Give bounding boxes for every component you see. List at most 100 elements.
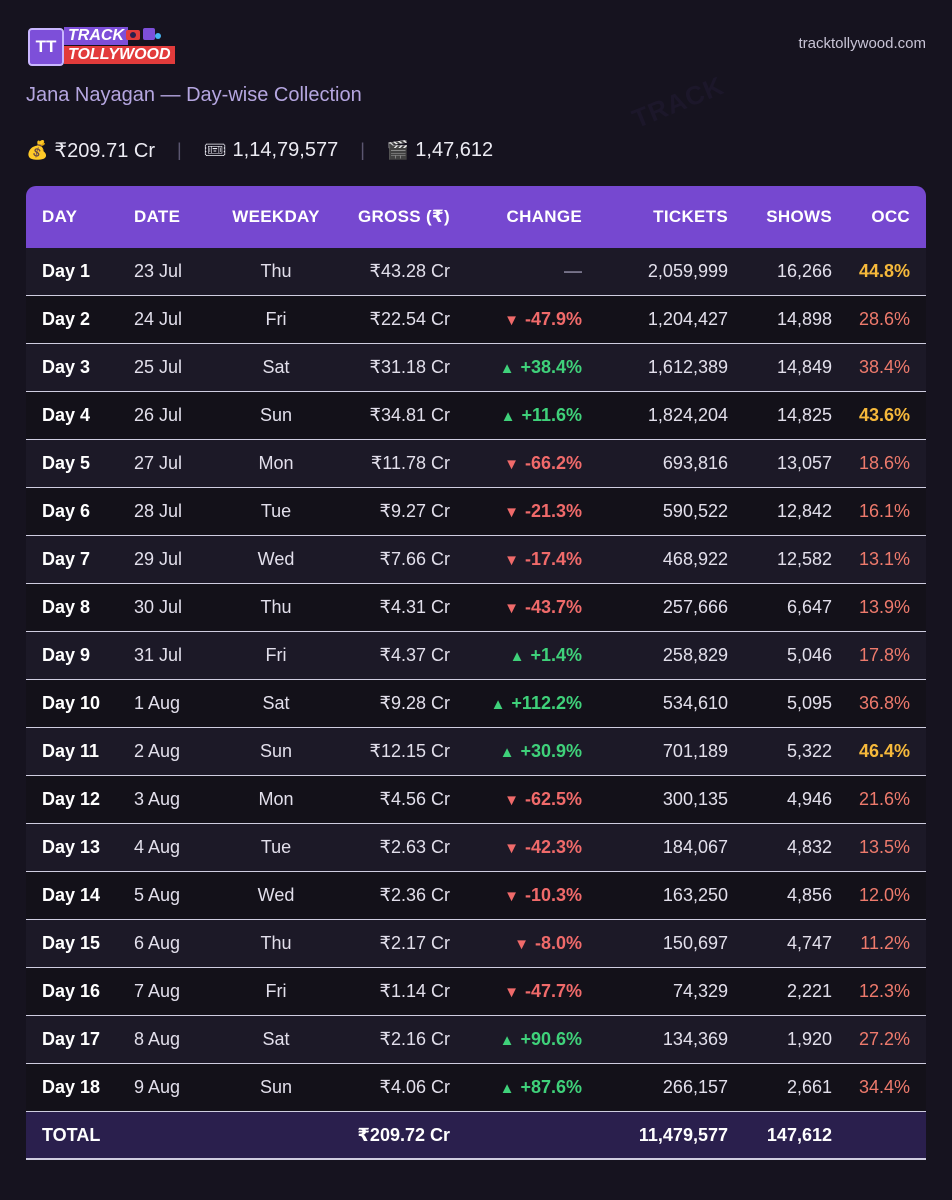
- row-occ: 27.2%: [836, 1015, 926, 1064]
- row-change-value: +30.9%: [520, 741, 582, 761]
- row-gross: ₹2.17 Cr: [336, 919, 464, 968]
- row-day: Day 8: [26, 583, 134, 632]
- row-day: Day 2: [26, 295, 134, 344]
- summary-divider: |: [176, 139, 182, 160]
- row-date: 26 Jul: [134, 391, 216, 440]
- arrow-down-icon: ▼: [504, 888, 519, 905]
- row-weekday: Sun: [216, 1063, 336, 1112]
- row-day: Day 17: [26, 1015, 134, 1064]
- row-weekday: Thu: [216, 919, 336, 968]
- money-bag-icon: 💰: [26, 139, 49, 160]
- row-change: ▼ -66.2%: [464, 439, 598, 488]
- row-gross: ₹4.56 Cr: [336, 775, 464, 824]
- row-date: 31 Jul: [134, 631, 216, 680]
- row-change: ▲ +38.4%: [464, 343, 598, 392]
- row-shows: 13,057: [732, 439, 836, 488]
- row-occ: 21.6%: [836, 775, 926, 824]
- summary-bar: 💰 ₹209.71 Cr | 🎟 1,14,79,577 | 🎬 1,47,61…: [26, 136, 493, 164]
- table-row: Day 10 1 Aug Sat ₹9.28 Cr ▲ +112.2% 534,610 5,0…: [26, 679, 926, 728]
- row-change-value: -47.7%: [524, 981, 582, 1001]
- row-occ: 46.4%: [836, 727, 926, 776]
- brand-logo: TT TRACK TOLLYWOOD: [26, 22, 175, 68]
- row-shows: 4,946: [732, 775, 836, 824]
- row-shows: 16,266: [732, 248, 836, 296]
- row-date: 29 Jul: [134, 535, 216, 584]
- row-change-value: —: [564, 261, 582, 281]
- row-change: ▼ -21.3%: [464, 487, 598, 536]
- row-tickets: 2,059,999: [598, 248, 732, 296]
- row-day: Day 4: [26, 391, 134, 440]
- row-change-value: -21.3%: [524, 501, 582, 521]
- logo-mark: TT: [28, 28, 64, 66]
- row-occ: 12.0%: [836, 871, 926, 920]
- header: TT TRACK TOLLYWOOD tracktollywood.com: [26, 22, 926, 68]
- row-date: 9 Aug: [134, 1063, 216, 1112]
- summary-gross-value: ₹209.71 Cr: [54, 139, 155, 162]
- row-change: ▲ +11.6%: [464, 391, 598, 440]
- row-shows: 14,849: [732, 343, 836, 392]
- row-shows: 5,046: [732, 631, 836, 680]
- row-gross: ₹31.18 Cr: [336, 343, 464, 392]
- row-tickets: 701,189: [598, 727, 732, 776]
- table-row: Day 7 29 Jul Wed ₹7.66 Cr ▼ -17.4% 468,922 12,5…: [26, 535, 926, 584]
- summary-shows: 🎬 1,47,612: [387, 139, 493, 162]
- row-tickets: 534,610: [598, 679, 732, 728]
- row-change: ▼ -43.7%: [464, 583, 598, 632]
- column-header-shows: SHOWS: [766, 207, 832, 226]
- row-day: Day 13: [26, 823, 134, 872]
- row-change-value: +112.2%: [511, 693, 582, 713]
- row-weekday: Mon: [216, 775, 336, 824]
- column-header-weekday: WEEKDAY: [232, 207, 320, 226]
- row-change-value: +1.4%: [530, 645, 582, 665]
- row-occ: 18.6%: [836, 439, 926, 488]
- row-date: 28 Jul: [134, 487, 216, 536]
- row-shows: 6,647: [732, 583, 836, 632]
- column-header-date: DATE: [134, 207, 181, 226]
- arrow-down-icon: ▼: [504, 552, 519, 569]
- summary-shows-value: 1,47,612: [415, 138, 494, 161]
- row-change-value: -17.4%: [524, 549, 582, 569]
- row-change-value: -8.0%: [534, 933, 582, 953]
- row-occ: 13.5%: [836, 823, 926, 872]
- row-date: 7 Aug: [134, 967, 216, 1016]
- row-change-value: +87.6%: [520, 1077, 582, 1097]
- clapperboard-icon: 🎬: [386, 139, 410, 160]
- row-date: 24 Jul: [134, 295, 216, 344]
- row-weekday: Sat: [216, 679, 336, 728]
- row-change: ▼ -47.7%: [464, 967, 598, 1016]
- row-change: ▲ +1.4%: [464, 631, 598, 680]
- row-shows: 4,747: [732, 919, 836, 968]
- row-date: 27 Jul: [134, 439, 216, 488]
- film-reel-icon: [126, 28, 161, 40]
- row-tickets: 257,666: [598, 583, 732, 632]
- row-tickets: 468,922: [598, 535, 732, 584]
- row-date: 3 Aug: [134, 775, 216, 824]
- row-weekday: Wed: [216, 871, 336, 920]
- row-day: Day 16: [26, 967, 134, 1016]
- row-change-value: -47.9%: [524, 309, 582, 329]
- row-day: Day 3: [26, 343, 134, 392]
- row-weekday: Thu: [216, 248, 336, 296]
- row-shows: 1,920: [732, 1015, 836, 1064]
- collection-table: DAY DATE WEEKDAY GROSS (₹) CHANGE TICKET…: [26, 186, 926, 1160]
- row-occ: 44.8%: [836, 248, 926, 296]
- arrow-down-icon: ▼: [504, 792, 519, 809]
- table-row: Day 4 26 Jul Sun ₹34.81 Cr ▲ +11.6% 1,824,204 1…: [26, 391, 926, 440]
- row-weekday: Tue: [216, 487, 336, 536]
- row-weekday: Fri: [216, 967, 336, 1016]
- row-gross: ₹9.28 Cr: [336, 679, 464, 728]
- row-change: ▲ +87.6%: [464, 1063, 598, 1112]
- arrow-up-icon: ▲: [499, 744, 515, 761]
- total-empty: [464, 1111, 598, 1160]
- column-header-change: CHANGE: [506, 207, 582, 226]
- row-gross: ₹43.28 Cr: [336, 248, 464, 296]
- site-url[interactable]: tracktollywood.com: [798, 35, 926, 52]
- arrow-up-icon: ▲: [509, 648, 525, 665]
- row-change-value: +11.6%: [521, 405, 582, 425]
- table-row: Day 12 3 Aug Mon ₹4.56 Cr ▼ -62.5% 300,135 4,94…: [26, 775, 926, 824]
- row-change: ▼ -10.3%: [464, 871, 598, 920]
- total-shows: 147,612: [732, 1111, 836, 1160]
- table-header-row: DAY DATE WEEKDAY GROSS (₹) CHANGE TICKET…: [26, 186, 926, 248]
- row-date: 8 Aug: [134, 1015, 216, 1064]
- arrow-down-icon: ▼: [504, 456, 519, 473]
